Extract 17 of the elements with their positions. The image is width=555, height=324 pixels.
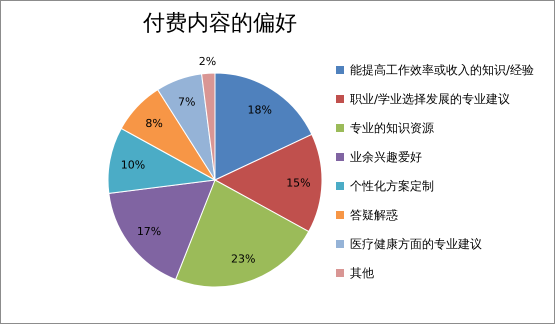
data-label: 17% (136, 225, 162, 238)
data-label: 23% (231, 252, 256, 266)
legend-label: 其他 (350, 266, 374, 280)
legend-label: 能提高工作效率或收入的知识/经验 (350, 63, 534, 77)
legend-label: 答疑解惑 (350, 208, 398, 222)
data-label: 8% (145, 116, 163, 130)
data-label: 10% (120, 158, 146, 172)
chart-title: 付费内容的偏好 (142, 10, 298, 38)
legend-label: 专业的知识资源 (350, 121, 434, 135)
legend-label: 医疗健康方面的专业建议 (350, 237, 482, 251)
legend-label: 个性化方案定制 (350, 179, 434, 193)
data-label: 2% (198, 55, 216, 68)
legend-label: 业余兴趣爱好 (350, 150, 422, 164)
legend-label: 职业/学业选择发展的专业建议 (350, 92, 510, 106)
data-label: 15% (286, 176, 311, 190)
data-label: 7% (178, 95, 196, 108)
data-label: 18% (247, 104, 272, 117)
